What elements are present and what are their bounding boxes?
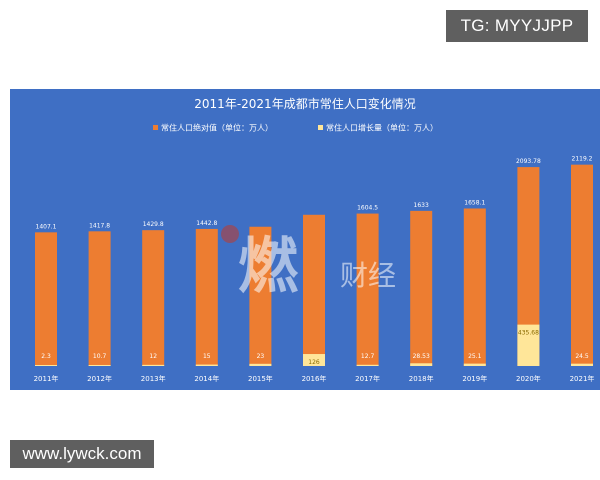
data-label-growth: 25.1 <box>468 353 482 360</box>
data-label-growth: 2.3 <box>41 353 51 360</box>
chart-svg: 2011年-2021年成都市常住人口变化情况 常住人口绝对值（单位：万人） 常住… <box>34 96 595 383</box>
legend-swatch-growth <box>318 125 323 130</box>
x-tick-label: 2013年 <box>141 374 166 383</box>
legend-swatch-absolute <box>153 125 158 130</box>
bar-growth <box>517 324 540 366</box>
site-url-label: www.lywck.com <box>10 440 154 468</box>
data-label-growth: 435.68 <box>518 330 539 337</box>
data-label-absolute: 1604.5 <box>357 205 378 212</box>
data-label-growth: 24.5 <box>575 353 589 360</box>
bar-absolute <box>356 213 379 366</box>
data-label-absolute: 1407.1 <box>36 223 57 230</box>
data-label-absolute: 1633 <box>414 202 429 209</box>
bar-absolute <box>88 231 111 366</box>
bar-absolute <box>410 210 433 366</box>
bar-absolute <box>517 167 540 366</box>
data-label-absolute: 1658.1 <box>464 199 485 206</box>
bar-growth <box>195 364 218 366</box>
bar-growth <box>88 364 111 366</box>
bar-growth <box>356 364 379 366</box>
data-label-growth: 28.53 <box>413 353 430 360</box>
x-tick-label: 2012年 <box>87 374 112 383</box>
bar-absolute <box>303 214 325 366</box>
data-label-absolute: 1429.8 <box>143 221 164 228</box>
legend-label-absolute: 常住人口绝对值（单位：万人） <box>161 123 273 133</box>
chart-panel: 2011年-2021年成都市常住人口变化情况 常住人口绝对值（单位：万人） 常住… <box>10 89 600 390</box>
bar-absolute <box>249 226 272 366</box>
bar-growth <box>303 354 325 366</box>
x-tick-label: 2018年 <box>409 374 434 383</box>
bars-group: 1407.1 2.3 2011年 1417.8 10.7 2012年 1429.8 12 201… <box>34 156 595 383</box>
data-label-growth: 23 <box>257 353 265 360</box>
data-label-growth: 10.7 <box>93 353 107 360</box>
bar-absolute <box>35 232 57 366</box>
bar-growth <box>142 364 165 366</box>
data-label-absolute: 2093.78 <box>516 158 541 165</box>
svg-text:燃: 燃 <box>238 232 299 302</box>
watermark-brand-text: 财经 <box>340 259 396 292</box>
x-tick-label: 2015年 <box>248 374 273 383</box>
bar-absolute <box>142 230 165 366</box>
legend-label-growth: 常住人口增长量（单位：万人） <box>326 123 438 133</box>
x-tick-label: 2011年 <box>34 374 59 383</box>
data-label-absolute: 2119.2 <box>572 156 593 163</box>
data-label-growth: 15 <box>203 353 211 360</box>
data-label-absolute: 1417.8 <box>89 222 110 229</box>
x-tick-label: 2014年 <box>194 374 219 383</box>
x-tick-label: 2016年 <box>302 374 327 383</box>
watermark-logo: 燃 财经 <box>221 225 396 302</box>
bar-growth <box>571 363 593 366</box>
x-tick-label: 2017年 <box>355 374 380 383</box>
x-tick-label: 2020年 <box>516 374 541 383</box>
data-label-growth: 12.7 <box>361 353 375 360</box>
data-label-growth: 126 <box>308 359 320 366</box>
bar-absolute <box>571 164 593 366</box>
bar-growth <box>410 363 433 366</box>
bar-growth <box>35 365 57 366</box>
bar-absolute <box>463 208 486 366</box>
tg-watermark-label: TG: MYYJJPP <box>446 10 588 42</box>
chart-title: 2011年-2021年成都市常住人口变化情况 <box>194 96 415 111</box>
bar-absolute <box>195 228 218 366</box>
bar-growth <box>249 363 272 366</box>
x-tick-label: 2019年 <box>462 374 487 383</box>
data-label-absolute: 1442.8 <box>196 220 217 227</box>
bar-growth <box>463 363 486 366</box>
data-label-growth: 12 <box>149 353 157 360</box>
x-tick-label: 2021年 <box>570 374 595 383</box>
